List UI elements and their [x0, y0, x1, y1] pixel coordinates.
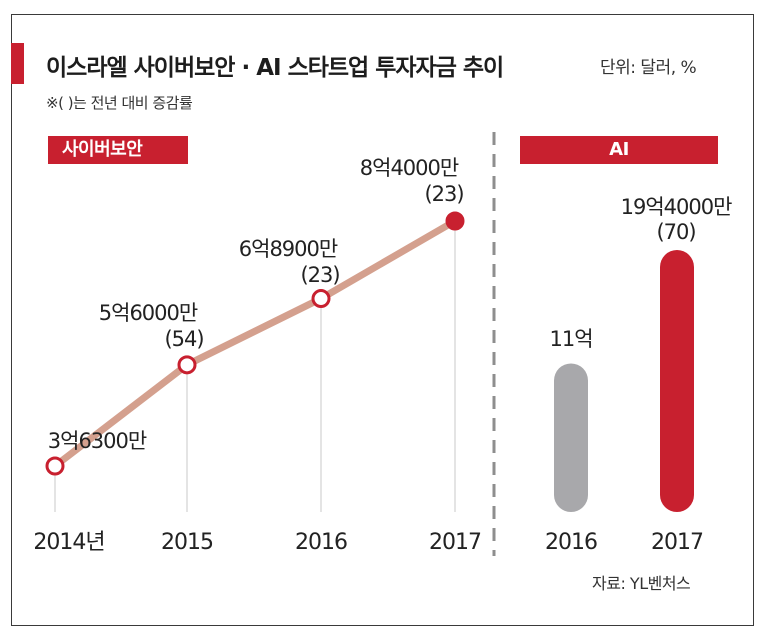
chart-title: 이스라엘 사이버보안 · AI 스타트업 투자자금 추이: [46, 55, 504, 81]
x-tick-label: 2014년: [33, 530, 104, 555]
value-label: 11억: [549, 327, 592, 351]
value-label: 3억6300만: [48, 429, 147, 453]
x-tick-label: 2017: [651, 530, 703, 555]
ai-bar-2016: [554, 363, 588, 512]
ai-bar-2017: [660, 250, 694, 512]
x-tick-label: 2016: [545, 530, 597, 555]
x-tick-label: 2016: [295, 530, 347, 555]
change-label: (23): [424, 182, 463, 206]
data-point-2017: [445, 211, 465, 231]
x-tick-label: 2017: [429, 530, 481, 555]
data-point-2015: [177, 355, 197, 375]
chart-frame: [11, 14, 754, 626]
source-label: 자료: YL벤처스: [592, 574, 691, 593]
data-point-2014년: [45, 456, 65, 476]
value-label: 6억8900만: [239, 237, 338, 261]
cybersecurity-series-line: [52, 217, 457, 469]
change-label: (54): [164, 327, 203, 351]
value-label: 5억6000만: [99, 301, 198, 325]
cybersecurity-line-chart: 3억6300만5억6000만(54)6억8900만(23)8억4000만(23)…: [33, 156, 482, 555]
unit-label: 단위: 달러, %: [600, 58, 697, 78]
change-note: ※( )는 전년 대비 증감률: [46, 94, 193, 112]
change-label: (70): [656, 220, 695, 244]
section-label-cybersecurity: 사이버보안: [48, 136, 188, 164]
ai-bar-chart: 11억 19억4000만(70) 2016 2017: [545, 195, 733, 555]
data-point-2016: [311, 289, 331, 309]
x-tick-label: 2015: [161, 530, 213, 555]
value-label: 8억4000만: [360, 156, 459, 180]
value-label: 19억4000만: [621, 195, 732, 219]
title-accent-bar: [11, 43, 24, 84]
change-label: (23): [300, 263, 339, 287]
section-label-ai: AI: [520, 136, 718, 164]
